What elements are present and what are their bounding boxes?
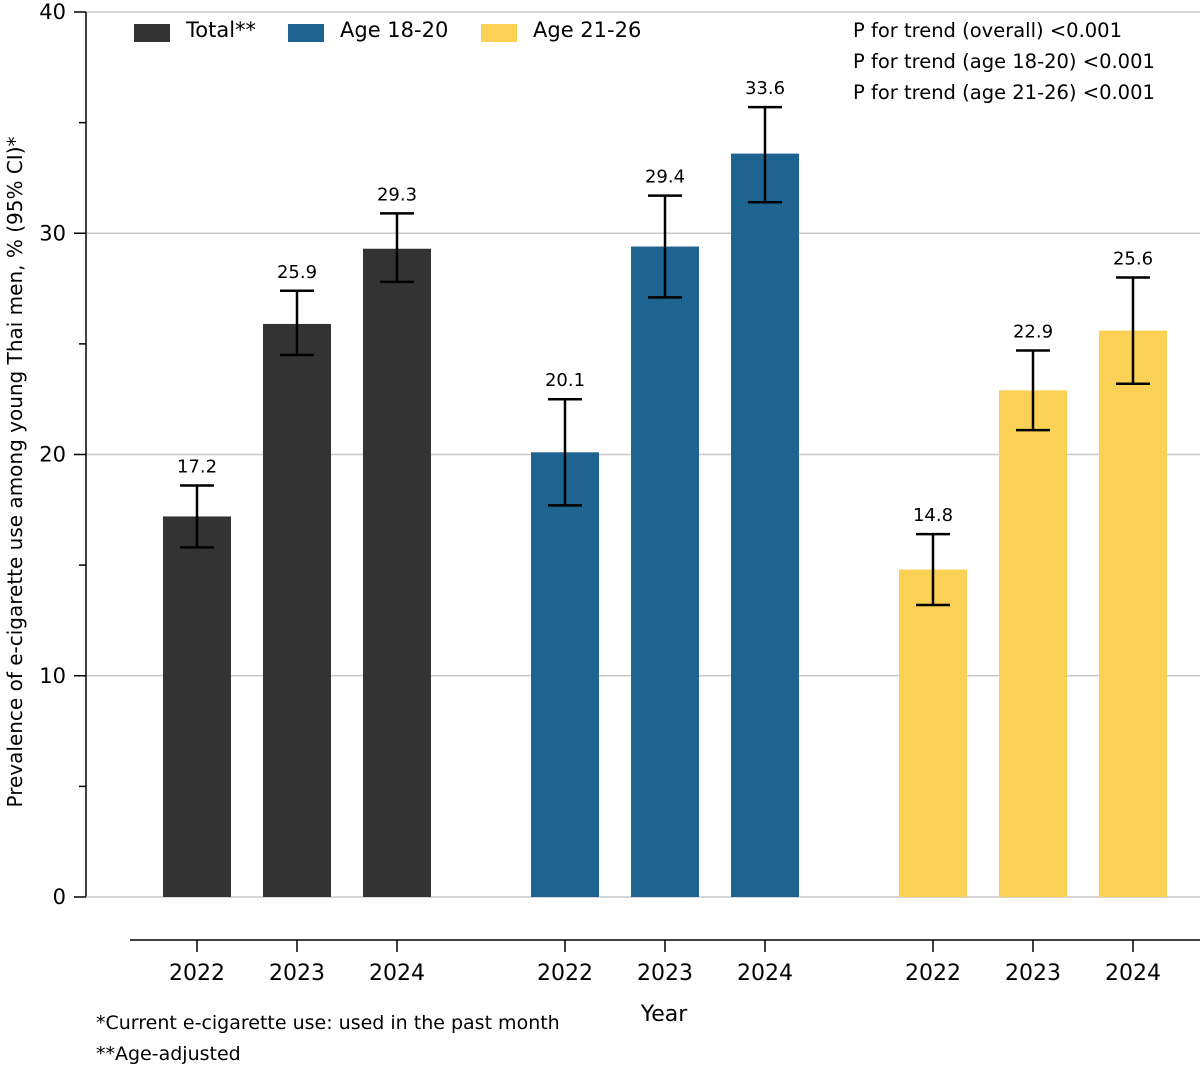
bar xyxy=(731,153,799,898)
data-label: 29.4 xyxy=(645,167,685,188)
footnote-age-adjusted: **Age-adjusted xyxy=(96,1043,241,1065)
x-tick-label: 2024 xyxy=(1105,961,1161,986)
annotation-p-trend: P for trend (age 18-20) <0.001 xyxy=(853,50,1155,73)
legend-label: Age 18-20 xyxy=(340,18,448,42)
y-tick-label: 30 xyxy=(39,221,66,245)
data-label: 14.8 xyxy=(913,505,953,526)
x-axis-title: Year xyxy=(640,1002,689,1027)
legend-swatch xyxy=(134,24,170,42)
y-tick-label: 20 xyxy=(39,443,66,467)
legend-swatch xyxy=(288,24,324,42)
legend-label: Total** xyxy=(185,18,256,42)
x-tick-label: 2022 xyxy=(537,961,593,986)
bar xyxy=(999,390,1067,897)
x-tick-label: 2024 xyxy=(737,961,793,986)
x-tick-label: 2023 xyxy=(1005,961,1061,986)
legend-swatch xyxy=(481,24,517,42)
bar xyxy=(631,246,699,897)
x-tick-label: 2023 xyxy=(637,961,693,986)
bar xyxy=(1099,330,1167,898)
data-label: 22.9 xyxy=(1013,322,1053,343)
data-label: 17.2 xyxy=(177,456,217,477)
annotation-p-trend: P for trend (overall) <0.001 xyxy=(853,19,1122,42)
annotation-p-trend: P for trend (age 21-26) <0.001 xyxy=(853,81,1155,104)
x-tick-label: 2023 xyxy=(269,961,325,986)
legend-label: Age 21-26 xyxy=(533,18,641,42)
bar xyxy=(263,323,331,897)
data-label: 33.6 xyxy=(745,78,785,99)
data-label: 25.6 xyxy=(1113,249,1153,270)
x-tick-label: 2022 xyxy=(905,961,961,986)
bar xyxy=(163,516,231,897)
bar xyxy=(363,248,431,898)
y-tick-label: 10 xyxy=(39,664,66,688)
footnote-current-use: *Current e-cigarette use: used in the pa… xyxy=(96,1012,560,1034)
data-label: 25.9 xyxy=(277,262,317,283)
data-label: 29.3 xyxy=(377,184,417,205)
y-tick-label: 40 xyxy=(39,0,66,24)
y-tick-label: 0 xyxy=(53,885,66,909)
bar xyxy=(531,452,599,897)
data-label: 20.1 xyxy=(545,370,585,391)
bar xyxy=(899,569,967,897)
y-axis-title: Prevalence of e-cigarette use among youn… xyxy=(3,137,27,808)
x-tick-label: 2024 xyxy=(369,961,425,986)
x-tick-label: 2022 xyxy=(169,961,225,986)
